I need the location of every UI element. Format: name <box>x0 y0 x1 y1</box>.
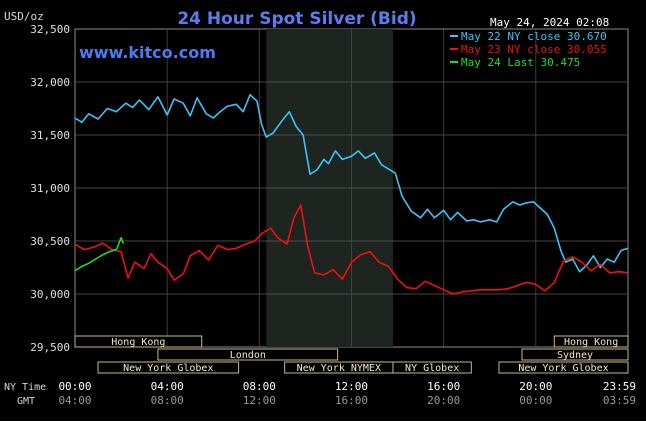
y-tick-label: 29,500 <box>30 341 70 354</box>
session-bar <box>553 335 629 348</box>
x-tick-label-ny: 08:00 <box>243 380 276 393</box>
market-sessions: Hong Kong London New York Globex New York N… <box>74 335 629 374</box>
gridlines <box>75 29 628 347</box>
session-bar <box>97 361 240 374</box>
x-tick-label-gmt: 08:00 <box>151 394 184 407</box>
kitco-watermark: www.kitco.com <box>79 43 216 62</box>
legend-entry: May 24 Last 30.475 <box>461 56 580 69</box>
x-tick-label-ny: 12:00 <box>335 380 368 393</box>
x-tick-label-gmt: 04:00 <box>58 394 91 407</box>
timestamp: May 24, 2024 02:08 <box>490 16 609 29</box>
session-label: Hong Kong <box>564 337 618 348</box>
gmt-row-label: GMT <box>17 396 35 407</box>
x-tick-label-gmt: 00:00 <box>519 394 552 407</box>
session-bar <box>392 361 472 374</box>
x-tick-label-ny: 00:00 <box>58 380 91 393</box>
session-bar <box>498 361 629 374</box>
session-label: New York Globex <box>518 363 608 374</box>
legend-entry: May 23 NY close 30.055 <box>461 43 607 56</box>
session-label: New York Globex <box>123 363 213 374</box>
x-tick-label-gmt: 20:00 <box>427 394 460 407</box>
price-lines <box>74 93 629 295</box>
ny-time-row-label: NY Time <box>4 382 46 393</box>
y-axis-label: USD/oz <box>4 10 44 23</box>
session-bar <box>157 348 339 361</box>
x-axis: 00:0004:0004:0008:0008:0012:0012:0016:00… <box>58 380 636 407</box>
y-tick-label: 31,000 <box>30 182 70 195</box>
legend-entry: May 22 NY close 30.670 <box>461 30 607 43</box>
chart-title: 24 Hour Spot Silver (Bid) <box>177 9 416 29</box>
series-line <box>74 204 628 295</box>
session-label: Sydney <box>557 350 593 361</box>
y-tick-label: 30,500 <box>30 235 70 248</box>
session-label: New York NYMEX <box>297 363 381 374</box>
x-tick-label-ny: 04:00 <box>151 380 184 393</box>
series-line <box>74 237 125 272</box>
y-axis: 32,500 32,000 31,500 31,000 30,500 30,000 29,5… <box>30 23 70 354</box>
session-bar <box>521 348 629 361</box>
x-tick-label-gmt: 12:00 <box>243 394 276 407</box>
session-label: Hong Kong <box>111 337 165 348</box>
x-tick-label-gmt: 16:00 <box>335 394 368 407</box>
x-tick-label-gmt: 03:59 <box>603 394 636 407</box>
y-tick-label: 31,500 <box>30 129 70 142</box>
x-tick-label-ny: 23:59 <box>603 380 636 393</box>
x-tick-label-ny: 16:00 <box>427 380 460 393</box>
session-bar <box>74 335 203 348</box>
y-tick-label: 32,000 <box>30 76 70 89</box>
y-tick-label: 32,500 <box>30 23 70 36</box>
y-tick-label: 30,000 <box>30 288 70 301</box>
series-line <box>74 93 629 273</box>
x-tick-label-ny: 20:00 <box>519 380 552 393</box>
session-label: NY Globex <box>405 363 459 374</box>
session-label: London <box>230 350 266 361</box>
